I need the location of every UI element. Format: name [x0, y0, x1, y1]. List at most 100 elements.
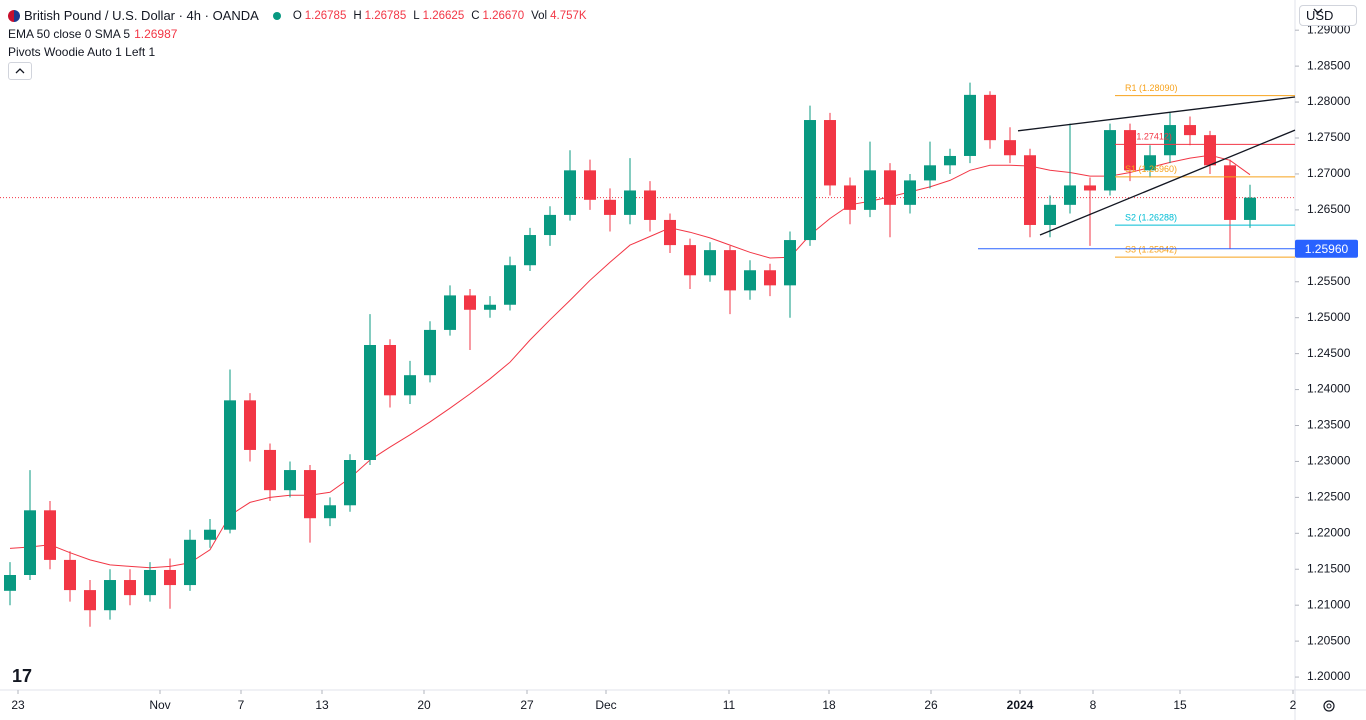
- y-tick-label: 1.20500: [1307, 633, 1351, 647]
- candle: [1164, 112, 1176, 164]
- x-tick-label: Nov: [149, 698, 170, 712]
- currency-dropdown[interactable]: USD: [1299, 5, 1357, 26]
- field-value: 1.26625: [422, 9, 465, 22]
- candle: [504, 256, 516, 311]
- indicator-value: 1.26987: [134, 27, 178, 41]
- candle: [704, 242, 716, 282]
- candle: [1244, 184, 1256, 228]
- settings-icon[interactable]: [1323, 700, 1335, 712]
- candle-body: [184, 539, 196, 586]
- candle: [1004, 127, 1016, 164]
- x-tick-label: 26: [924, 698, 938, 712]
- candle: [484, 296, 496, 318]
- candle: [1224, 159, 1236, 249]
- candle-body: [624, 190, 636, 215]
- candle-body: [964, 94, 976, 156]
- candle-body: [924, 165, 936, 181]
- candle: [664, 213, 676, 253]
- candle-body: [1204, 135, 1216, 166]
- pivot-label: P (1.27412): [1125, 132, 1172, 142]
- candle-body: [684, 245, 696, 276]
- candle-body: [804, 120, 816, 241]
- pivot-label: S2 (1.26288): [1125, 212, 1177, 222]
- indicator-name: Pivots Woodie Auto 1 Left 1: [8, 45, 156, 59]
- candle: [464, 288, 476, 351]
- candle: [724, 245, 736, 315]
- candle: [524, 227, 536, 271]
- field-label: L: [413, 9, 420, 22]
- candle-body: [44, 510, 56, 560]
- field-label: O: [292, 9, 302, 22]
- indicator-ema: EMA 50 close 0 SMA 5 1.26987: [8, 27, 177, 41]
- candle-body: [484, 304, 496, 310]
- candle: [1024, 148, 1036, 238]
- candle-body: [724, 250, 736, 291]
- candle-body: [664, 219, 676, 246]
- candle: [164, 558, 176, 609]
- y-tick-label: 1.21500: [1307, 561, 1351, 575]
- candle: [224, 369, 236, 534]
- currency: USD: [1306, 8, 1334, 23]
- price-tag: [1295, 239, 1358, 258]
- candle-body: [364, 345, 376, 460]
- candle-body: [1224, 165, 1236, 220]
- candle: [104, 569, 116, 620]
- candle: [24, 470, 36, 581]
- candle-body: [384, 345, 396, 396]
- symbol-row: British Pound / U.S. Dollar · 4h · OANDA…: [8, 8, 591, 23]
- candle-body: [784, 240, 796, 286]
- y-tick-label: 1.27500: [1307, 130, 1351, 144]
- field-label: C: [471, 9, 480, 22]
- symbol: British Pound / U.S. Dollar · 4h · OANDA: [24, 8, 259, 23]
- candle: [424, 321, 436, 383]
- candle: [804, 105, 816, 246]
- candle-body: [164, 569, 176, 586]
- candle-body: [884, 170, 896, 205]
- x-tick-label: 7: [238, 698, 245, 712]
- collapse-button[interactable]: [8, 62, 32, 80]
- candle: [744, 260, 756, 300]
- candle: [784, 231, 796, 318]
- candle-body: [244, 400, 256, 450]
- candle-body: [764, 270, 776, 286]
- candle-body: [464, 295, 476, 310]
- candle: [964, 82, 976, 164]
- candle: [824, 112, 836, 196]
- y-tick-label: 1.22500: [1307, 490, 1351, 504]
- pivot-label: R1 (1.28090): [1125, 83, 1178, 93]
- pivot-label: S3 (1.25842): [1125, 245, 1177, 255]
- x-tick-label: 23: [11, 698, 25, 712]
- candle-body: [24, 510, 36, 575]
- x-tick-label: 11: [723, 698, 736, 712]
- y-tick-label: 1.22000: [1307, 525, 1351, 539]
- candle: [324, 497, 336, 527]
- candle-body: [1024, 155, 1036, 225]
- candle: [684, 238, 696, 289]
- field-label: Vol: [531, 9, 548, 22]
- candle: [984, 91, 996, 149]
- candle: [64, 551, 76, 602]
- candle: [884, 163, 896, 238]
- candle-body: [1004, 140, 1016, 156]
- candle: [344, 454, 356, 512]
- candle: [924, 141, 936, 189]
- candle-body: [104, 580, 116, 611]
- candle: [444, 285, 456, 336]
- candle: [204, 518, 216, 548]
- candle: [624, 158, 636, 225]
- candle: [144, 562, 156, 602]
- candle-body: [904, 180, 916, 205]
- x-tick-label: 20: [417, 698, 431, 712]
- candle-body: [264, 449, 276, 491]
- candle: [644, 181, 656, 232]
- candle-body: [424, 329, 436, 376]
- candle: [384, 339, 396, 408]
- x-tick-label: 2024: [1007, 698, 1034, 712]
- field-value: 1.26670: [482, 9, 525, 22]
- candle-body: [204, 529, 216, 540]
- y-tick-label: 1.24000: [1307, 382, 1351, 396]
- candle: [244, 393, 256, 462]
- candle-body: [1064, 185, 1076, 205]
- candle-body: [564, 170, 576, 215]
